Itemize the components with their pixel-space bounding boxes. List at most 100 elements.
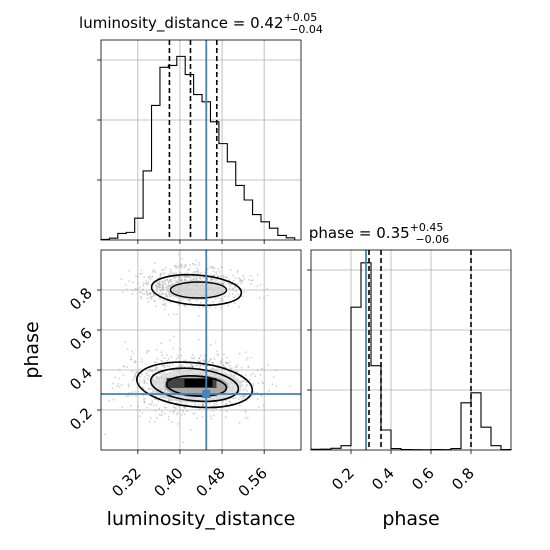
sample-point	[240, 282, 243, 285]
sample-point	[233, 302, 236, 305]
sample-point	[153, 420, 156, 423]
sample-point	[168, 279, 171, 282]
sample-point	[222, 364, 225, 366]
sample-point	[199, 277, 201, 280]
sample-point	[234, 397, 237, 399]
sample-point	[220, 266, 223, 269]
sample-point	[137, 371, 139, 374]
sample-point	[177, 365, 180, 368]
sample-point	[211, 265, 214, 268]
sample-point	[181, 279, 183, 282]
sample-point	[202, 305, 205, 308]
sample-point	[199, 365, 202, 367]
sample-point	[235, 290, 238, 293]
sample-point	[151, 369, 154, 372]
sample-point	[157, 283, 160, 285]
sample-point	[251, 279, 254, 281]
sample-point	[147, 300, 150, 303]
sample-point	[157, 286, 159, 289]
sample-point	[159, 274, 162, 277]
sample-point	[196, 299, 198, 302]
sample-point	[155, 367, 157, 370]
sample-point	[190, 365, 193, 367]
sample-point	[118, 385, 121, 388]
sample-point	[214, 341, 217, 344]
sample-point	[149, 388, 152, 391]
sample-point	[202, 404, 205, 407]
sample-point	[222, 282, 225, 285]
sample-point	[154, 409, 157, 412]
sample-point	[146, 349, 149, 352]
sample-point	[185, 276, 188, 278]
sample-point	[192, 366, 195, 368]
sample-point	[192, 263, 195, 266]
sample-point	[189, 299, 192, 302]
sample-point	[174, 277, 177, 279]
sample-point	[228, 287, 231, 290]
sample-point	[183, 413, 186, 416]
sample-point	[188, 365, 191, 368]
sample-point	[227, 295, 230, 297]
sample-point	[159, 396, 162, 399]
sample-point	[187, 275, 189, 278]
sample-point	[222, 365, 225, 367]
sample-point	[172, 272, 175, 275]
sample-point	[158, 286, 161, 288]
sample-point	[223, 353, 225, 355]
sample-point	[183, 406, 185, 409]
sample-point	[222, 283, 225, 285]
sample-point	[173, 277, 176, 279]
sample-point	[146, 382, 149, 385]
sample-point	[213, 404, 216, 407]
sample-point	[216, 275, 219, 278]
sample-point	[163, 282, 166, 285]
sample-point	[155, 285, 157, 288]
sample-point	[242, 275, 245, 277]
sample-point	[108, 399, 111, 402]
sample-point	[174, 406, 176, 409]
sample-point	[120, 278, 123, 281]
sample-point	[151, 271, 154, 273]
sample-point	[203, 359, 206, 362]
sample-point	[148, 420, 151, 423]
sample-point	[237, 293, 240, 296]
sample-point	[173, 264, 176, 267]
sample-point	[208, 360, 210, 363]
sample-point	[132, 281, 134, 284]
sample-point	[141, 358, 143, 360]
sample-point	[257, 382, 260, 385]
sample-point	[135, 371, 138, 374]
sample-point	[254, 375, 257, 378]
sample-point	[202, 365, 205, 367]
sample-point	[225, 403, 227, 406]
sample-point	[143, 381, 146, 384]
sample-point	[266, 287, 269, 290]
sample-point	[158, 281, 161, 284]
sample-point	[134, 373, 137, 376]
sample-point	[152, 294, 155, 296]
sample-point	[194, 403, 197, 405]
sample-point	[211, 279, 214, 281]
sample-point	[143, 400, 146, 403]
contour-line	[136, 361, 254, 409]
sample-point	[216, 350, 218, 353]
sample-point	[171, 421, 173, 423]
sample-point	[212, 301, 214, 304]
sample-point	[198, 261, 201, 264]
sample-point	[131, 379, 134, 382]
sample-point	[192, 357, 195, 360]
sample-point	[121, 406, 124, 409]
sample-point	[167, 313, 170, 316]
sample-point	[146, 351, 148, 354]
sample-point	[227, 282, 230, 285]
sample-point	[199, 271, 202, 274]
phase-title: phase = 0.35+0.45 −0.06	[309, 221, 449, 246]
sample-point	[199, 360, 202, 363]
sample-point	[234, 365, 237, 368]
sample-point	[268, 390, 270, 393]
sample-point	[224, 295, 226, 298]
sample-point	[188, 268, 191, 271]
sample-point	[133, 378, 136, 380]
sample-point	[158, 413, 161, 416]
sample-point	[154, 398, 157, 401]
